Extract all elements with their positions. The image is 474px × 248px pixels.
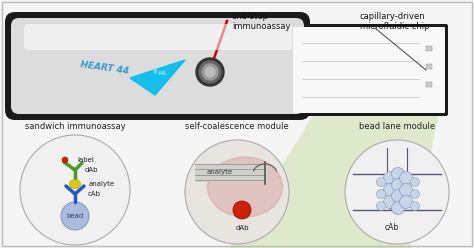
Text: sandwich immunoassay: sandwich immunoassay bbox=[25, 122, 125, 131]
FancyBboxPatch shape bbox=[426, 82, 432, 87]
FancyBboxPatch shape bbox=[2, 2, 472, 246]
FancyBboxPatch shape bbox=[24, 24, 292, 50]
Text: analyte: analyte bbox=[89, 181, 115, 187]
Ellipse shape bbox=[208, 157, 283, 217]
Polygon shape bbox=[130, 60, 185, 95]
Circle shape bbox=[383, 184, 396, 196]
Circle shape bbox=[392, 167, 404, 181]
Circle shape bbox=[202, 64, 218, 80]
Circle shape bbox=[400, 195, 412, 209]
Circle shape bbox=[383, 195, 396, 209]
Circle shape bbox=[392, 189, 404, 203]
Circle shape bbox=[376, 201, 385, 211]
Text: dAb: dAb bbox=[235, 225, 249, 231]
FancyBboxPatch shape bbox=[426, 64, 432, 69]
Circle shape bbox=[205, 67, 215, 77]
Text: analyte: analyte bbox=[207, 169, 233, 175]
Text: self-coalescence module: self-coalescence module bbox=[185, 122, 289, 131]
FancyBboxPatch shape bbox=[293, 27, 445, 113]
Circle shape bbox=[410, 178, 419, 186]
Ellipse shape bbox=[70, 180, 81, 188]
Circle shape bbox=[383, 172, 396, 185]
Circle shape bbox=[61, 202, 89, 230]
FancyBboxPatch shape bbox=[426, 46, 432, 51]
Text: cAb: cAb bbox=[385, 223, 399, 233]
Text: bead: bead bbox=[66, 213, 83, 219]
Circle shape bbox=[392, 179, 404, 191]
Circle shape bbox=[376, 189, 385, 198]
Polygon shape bbox=[230, 114, 439, 248]
Circle shape bbox=[400, 172, 412, 185]
Circle shape bbox=[410, 189, 419, 198]
Circle shape bbox=[345, 140, 449, 244]
Circle shape bbox=[410, 201, 419, 211]
FancyBboxPatch shape bbox=[11, 18, 304, 114]
FancyBboxPatch shape bbox=[5, 12, 310, 120]
Text: HEART 44: HEART 44 bbox=[80, 60, 130, 76]
Circle shape bbox=[185, 140, 289, 244]
FancyBboxPatch shape bbox=[290, 24, 448, 116]
Text: bead lane module: bead lane module bbox=[359, 122, 435, 131]
Text: one-step
immunoassay: one-step immunoassay bbox=[232, 12, 291, 31]
Circle shape bbox=[62, 157, 68, 163]
Circle shape bbox=[196, 58, 224, 86]
Circle shape bbox=[392, 201, 404, 215]
Circle shape bbox=[400, 184, 412, 196]
Circle shape bbox=[233, 201, 251, 219]
Circle shape bbox=[376, 178, 385, 186]
Circle shape bbox=[199, 61, 221, 83]
Circle shape bbox=[20, 135, 130, 245]
Text: 8 µL: 8 µL bbox=[153, 69, 167, 75]
Text: cAb: cAb bbox=[88, 191, 101, 197]
Text: dAb: dAb bbox=[85, 167, 99, 173]
Text: label: label bbox=[77, 157, 94, 163]
FancyBboxPatch shape bbox=[195, 164, 267, 182]
Text: capillary-driven
microfluidic chip: capillary-driven microfluidic chip bbox=[360, 12, 429, 31]
